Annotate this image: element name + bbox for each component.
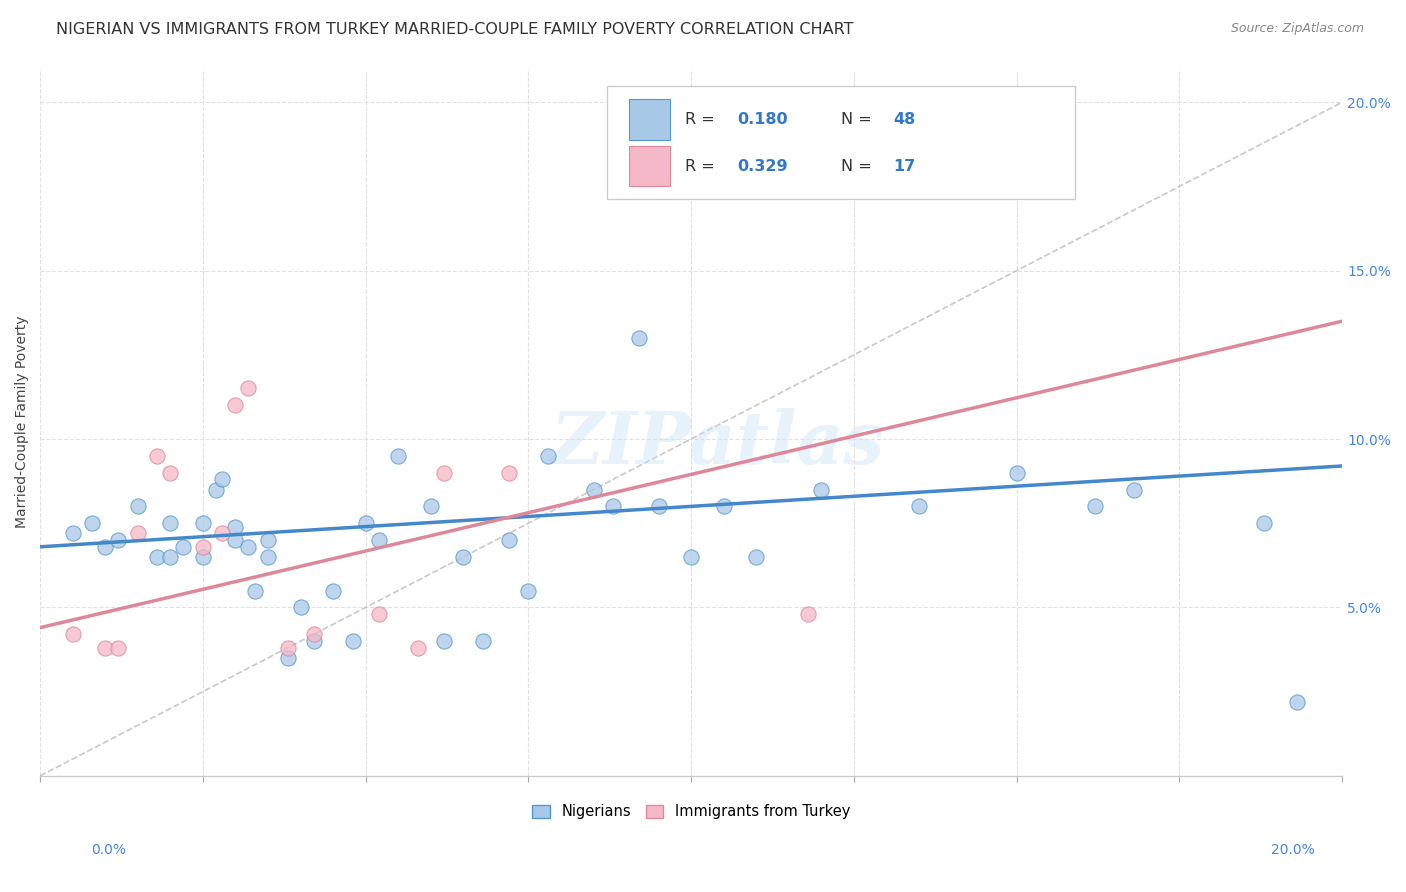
Point [94, 640, 117, 655]
Point [211, 526, 233, 541]
Point [517, 583, 540, 598]
Text: 0.0%: 0.0% [91, 843, 127, 857]
Point [211, 472, 233, 486]
Point [224, 519, 246, 533]
Point [159, 516, 181, 531]
Point [419, 500, 441, 514]
FancyBboxPatch shape [628, 99, 671, 140]
Text: 0.180: 0.180 [737, 112, 787, 127]
Text: 0.329: 0.329 [737, 159, 787, 174]
Point [908, 500, 931, 514]
Point [537, 449, 560, 463]
Point [387, 449, 409, 463]
Point [191, 516, 214, 531]
Point [342, 634, 364, 648]
Point [82, 516, 104, 531]
Y-axis label: Married-Couple Family Poverty: Married-Couple Family Poverty [15, 316, 30, 528]
Point [290, 600, 312, 615]
Text: 20.0%: 20.0% [1271, 843, 1315, 857]
Point [146, 549, 169, 564]
Point [810, 483, 832, 497]
Point [276, 640, 298, 655]
Point [62, 526, 84, 541]
Point [224, 398, 246, 412]
Text: R =: R = [685, 112, 720, 127]
Point [681, 549, 703, 564]
Text: 48: 48 [893, 112, 915, 127]
Point [191, 540, 214, 554]
Point [146, 449, 169, 463]
FancyBboxPatch shape [606, 87, 1076, 200]
Point [159, 549, 181, 564]
Point [257, 533, 280, 547]
FancyBboxPatch shape [628, 146, 671, 186]
Point [224, 533, 246, 547]
Point [713, 500, 735, 514]
Point [745, 549, 768, 564]
Point [257, 549, 280, 564]
Point [107, 640, 129, 655]
Point [647, 500, 669, 514]
Point [172, 540, 194, 554]
Point [453, 549, 475, 564]
Point [94, 540, 117, 554]
Point [367, 607, 389, 622]
Legend: Nigerians, Immigrants from Turkey: Nigerians, Immigrants from Turkey [526, 798, 856, 825]
Point [797, 607, 820, 622]
Point [367, 533, 389, 547]
Point [238, 540, 260, 554]
Point [191, 549, 214, 564]
Point [302, 627, 325, 641]
Point [243, 583, 266, 598]
Point [433, 634, 456, 648]
Point [628, 331, 651, 345]
Point [276, 651, 298, 665]
Text: NIGERIAN VS IMMIGRANTS FROM TURKEY MARRIED-COUPLE FAMILY POVERTY CORRELATION CHA: NIGERIAN VS IMMIGRANTS FROM TURKEY MARRI… [56, 22, 853, 37]
Point [354, 516, 377, 531]
Point [433, 466, 456, 480]
Point [1084, 500, 1107, 514]
Point [62, 627, 84, 641]
Text: N =: N = [841, 159, 877, 174]
Point [238, 382, 260, 396]
Point [1005, 466, 1028, 480]
Point [322, 583, 344, 598]
Text: R =: R = [685, 159, 720, 174]
Point [1285, 695, 1308, 709]
Point [127, 500, 149, 514]
Text: 17: 17 [893, 159, 915, 174]
Point [1122, 483, 1144, 497]
Point [471, 634, 494, 648]
Point [107, 533, 129, 547]
Point [582, 483, 605, 497]
Point [159, 466, 181, 480]
Point [205, 483, 228, 497]
Point [498, 533, 520, 547]
Text: N =: N = [841, 112, 877, 127]
Point [602, 500, 624, 514]
Point [127, 526, 149, 541]
Point [302, 634, 325, 648]
Text: Source: ZipAtlas.com: Source: ZipAtlas.com [1230, 22, 1364, 36]
Text: ZIPatlas: ZIPatlas [550, 408, 884, 479]
Point [1253, 516, 1275, 531]
Point [406, 640, 429, 655]
Point [498, 466, 520, 480]
